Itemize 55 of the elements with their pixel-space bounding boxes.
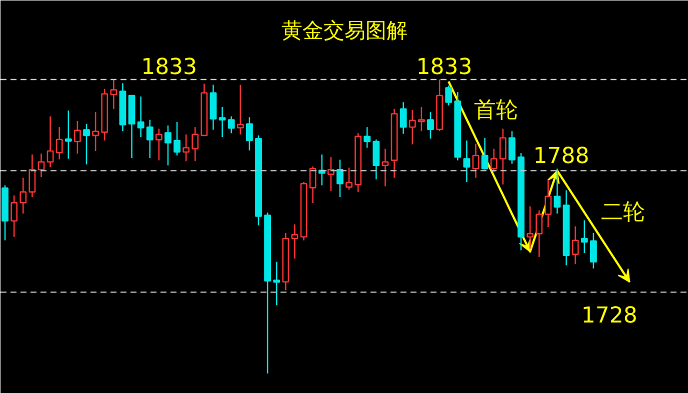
candlestick	[544, 179, 552, 228]
candlestick	[110, 78, 118, 110]
candlestick	[46, 116, 54, 168]
candlestick	[408, 109, 416, 145]
candlestick	[174, 121, 180, 156]
candlestick	[372, 138, 380, 180]
candlestick	[490, 148, 498, 173]
candlestick	[336, 159, 344, 198]
candlestick	[554, 168, 561, 214]
candlestick	[526, 206, 534, 250]
annotation: 二轮	[601, 200, 646, 226]
candlestick	[64, 110, 72, 160]
candlestick	[418, 106, 425, 132]
candlestick	[427, 111, 434, 140]
ref-line-label: 1833	[141, 55, 198, 80]
candlestick	[291, 224, 298, 260]
candlestick	[536, 210, 543, 258]
candlestick	[92, 111, 100, 152]
candlestick	[74, 120, 81, 154]
candlestick	[472, 143, 480, 178]
candlestick	[572, 226, 579, 264]
candlestick	[382, 148, 389, 187]
candlestick	[508, 130, 516, 164]
candlestick	[38, 153, 45, 178]
annotation: 1833	[416, 55, 472, 80]
candlestick	[346, 166, 352, 190]
candlestick	[28, 154, 36, 198]
candlestick	[590, 232, 597, 270]
candlestick	[155, 128, 162, 161]
candlestick	[400, 102, 407, 134]
candlestick	[20, 177, 27, 214]
candlestick	[445, 84, 452, 106]
text: 黄金交易图解	[282, 18, 408, 42]
candlestick	[56, 126, 63, 160]
candlestick	[463, 140, 470, 183]
candlestick	[246, 116, 253, 152]
ref-line-label: 1788	[533, 144, 590, 170]
candlestick	[481, 137, 488, 170]
candlestick	[10, 194, 18, 238]
candlestick	[236, 84, 244, 136]
candlestick	[83, 123, 90, 166]
candlestick	[499, 128, 506, 186]
candlestick	[580, 220, 588, 254]
candlestick	[228, 116, 235, 134]
ref-line-label: 1728	[581, 304, 638, 329]
candlestick	[146, 119, 154, 159]
candlestick	[164, 124, 172, 166]
annotation: 首轮	[474, 98, 518, 124]
candlestick	[309, 166, 316, 204]
candlestick	[137, 96, 144, 138]
candlestick	[182, 134, 190, 162]
candlestick	[218, 106, 226, 138]
candlestick	[364, 126, 371, 148]
candlestick	[273, 261, 280, 306]
candlestick	[192, 126, 199, 162]
